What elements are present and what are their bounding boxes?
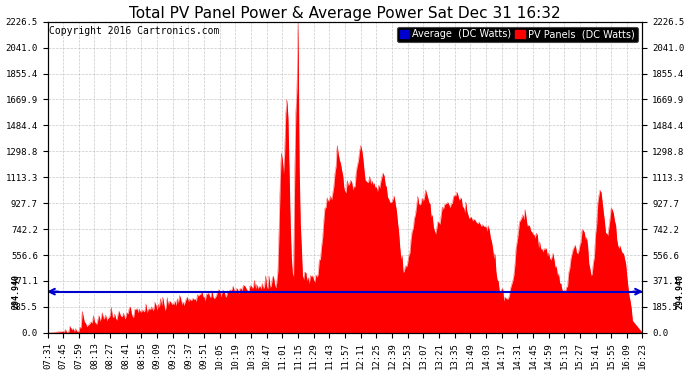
Text: 294.940: 294.940 [676,274,684,309]
Text: 294.940: 294.940 [12,274,21,309]
Legend: Average  (DC Watts), PV Panels  (DC Watts): Average (DC Watts), PV Panels (DC Watts) [397,27,638,42]
Text: Copyright 2016 Cartronics.com: Copyright 2016 Cartronics.com [49,26,219,36]
Title: Total PV Panel Power & Average Power Sat Dec 31 16:32: Total PV Panel Power & Average Power Sat… [129,6,561,21]
